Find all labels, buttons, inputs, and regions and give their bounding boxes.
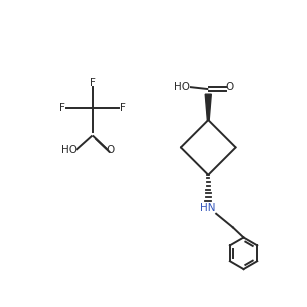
Polygon shape [205, 94, 211, 120]
Text: HO: HO [174, 82, 190, 92]
Text: O: O [225, 82, 234, 92]
Text: F: F [59, 103, 65, 113]
Text: F: F [120, 103, 126, 113]
Text: F: F [90, 78, 95, 88]
Text: O: O [107, 146, 115, 155]
Text: HN: HN [200, 203, 216, 213]
Text: HO: HO [61, 146, 77, 155]
